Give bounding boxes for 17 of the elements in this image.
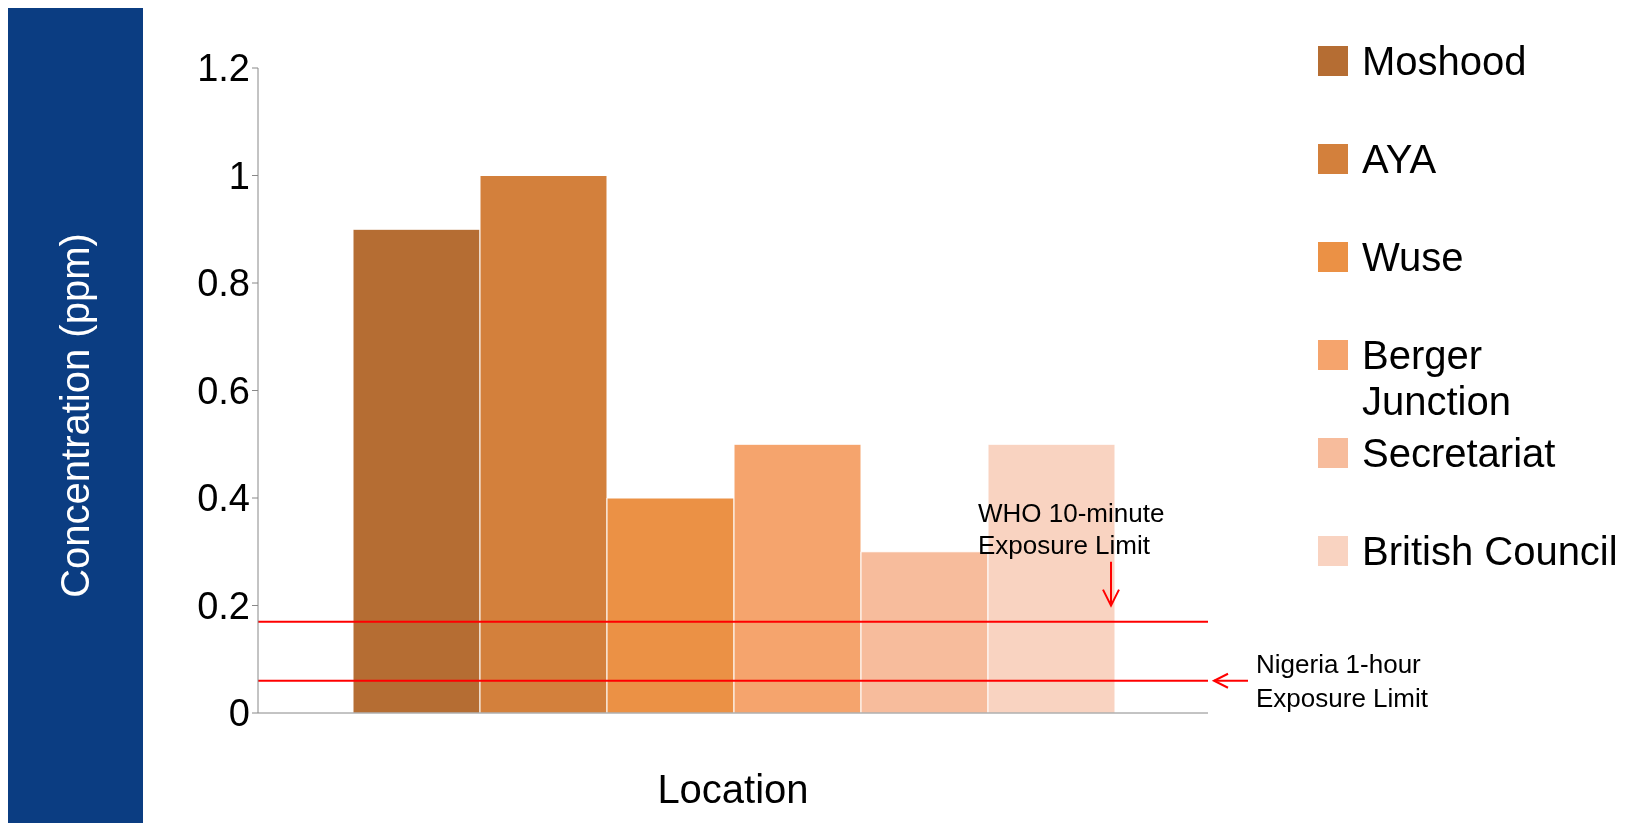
legend-label: Berger Junction	[1362, 332, 1512, 424]
y-tick-label: 0.4	[197, 477, 250, 520]
y-tick-label: 0.8	[197, 262, 250, 305]
y-tick-label: 0	[228, 692, 250, 735]
legend-label: British Council	[1362, 528, 1618, 574]
y-axis-title: Concentration (ppm)	[53, 233, 98, 598]
ref-line-label: WHO 10-minute Exposure Limit	[978, 497, 1165, 560]
y-tick-label: 1	[228, 154, 250, 197]
legend-label: Secretariat	[1362, 430, 1556, 476]
legend-label: Moshood	[1362, 38, 1527, 84]
legend-label: Wuse	[1362, 234, 1464, 280]
y-tick-label: 1.2	[197, 47, 250, 90]
legend-label: AYA	[1362, 136, 1437, 182]
ref-line-label: Nigeria 1-hour Exposure Limit	[1256, 648, 1429, 713]
x-axis-title: Location	[657, 767, 809, 811]
y-tick-label: 0.2	[197, 584, 250, 627]
y-tick-label: 0.6	[197, 369, 250, 412]
